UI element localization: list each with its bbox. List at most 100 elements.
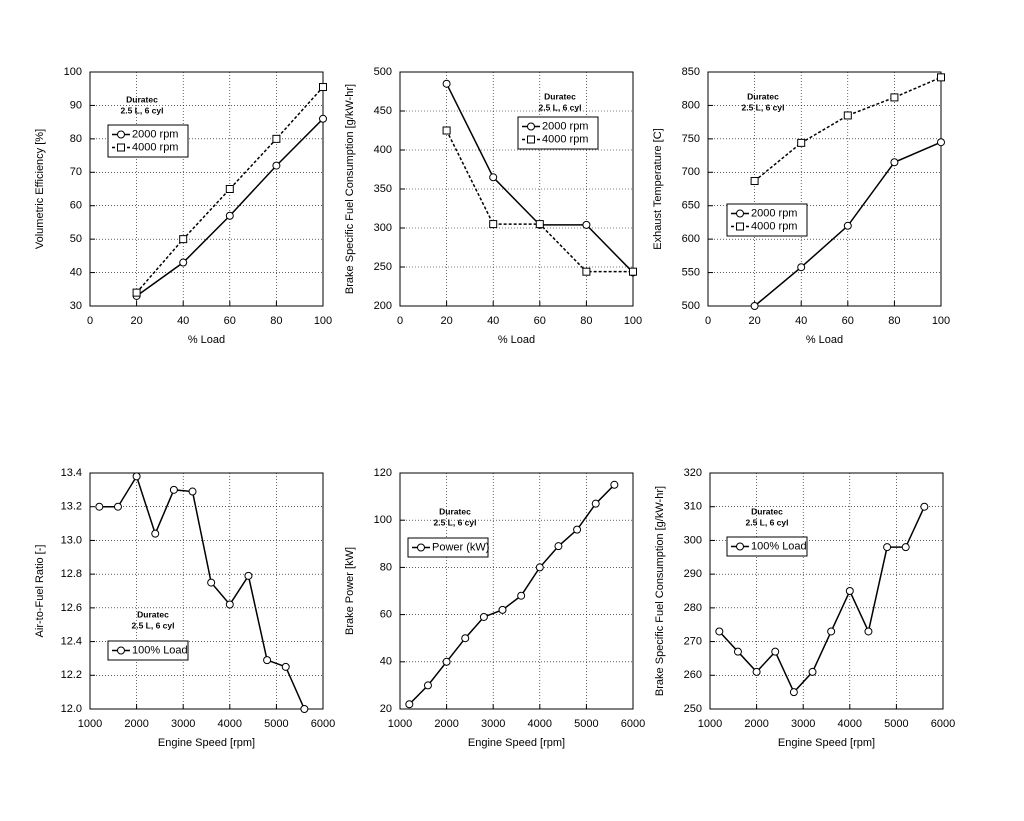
legend-label: 4000 rpm xyxy=(751,220,797,232)
marker xyxy=(117,130,125,139)
x-tick-label: 60 xyxy=(842,315,854,327)
marker xyxy=(890,158,899,167)
x-axis-label: % Load xyxy=(188,334,225,346)
x-tick-label: 6000 xyxy=(931,718,955,730)
x-tick-label: 5000 xyxy=(884,718,908,730)
legend-box xyxy=(726,203,808,237)
plot-frame xyxy=(709,472,944,710)
y-tick-label: 800 xyxy=(682,99,700,111)
marker xyxy=(319,83,327,92)
marker xyxy=(808,667,817,676)
y-tick-label: 60 xyxy=(70,200,82,212)
marker xyxy=(281,662,290,671)
marker xyxy=(736,209,744,218)
x-tick-label: 5000 xyxy=(574,718,598,730)
y-tick-label: 90 xyxy=(70,99,82,111)
y-axis-label: Volumetric Efficiency [%] xyxy=(34,129,46,249)
chart: 1000 2000 3000 4000 5000 6000 250 260 270 280 290 3… xyxy=(654,467,955,749)
series-line xyxy=(718,506,926,694)
marker xyxy=(300,705,309,713)
y-tick-label: 120 xyxy=(374,467,392,479)
marker xyxy=(423,681,432,690)
y-tick-label: 20 xyxy=(380,703,392,715)
x-tick-label: 4000 xyxy=(528,718,552,730)
x-tick-label: 100 xyxy=(624,315,642,327)
marker xyxy=(405,700,414,709)
marker xyxy=(117,143,125,152)
marker xyxy=(272,134,281,143)
marker xyxy=(752,667,761,676)
y-tick-label: 500 xyxy=(682,300,700,312)
y-axis-label: Brake Power [kW] xyxy=(344,547,356,635)
plot-frame xyxy=(89,71,324,307)
annotation: Duratec xyxy=(439,506,471,516)
chart: 0 20 40 60 80 100 500 550 600 650 700 750 800 850 % Lo… xyxy=(652,66,950,346)
x-tick-label: 40 xyxy=(177,315,189,327)
x-tick-label: 0 xyxy=(705,315,711,327)
plot-frame xyxy=(399,71,634,307)
y-tick-label: 80 xyxy=(380,561,392,573)
marker xyxy=(750,176,759,185)
x-tick-label: 4000 xyxy=(838,718,862,730)
x-axis-label: Engine Speed [rpm] xyxy=(158,737,255,749)
annotation: Duratec xyxy=(137,609,169,619)
x-tick-label: 3000 xyxy=(171,718,195,730)
y-tick-label: 60 xyxy=(380,609,392,621)
marker xyxy=(843,111,852,120)
marker xyxy=(169,485,178,494)
y-tick-label: 12.6 xyxy=(61,602,82,614)
marker xyxy=(845,587,854,595)
y-tick-label: 100 xyxy=(374,514,392,526)
y-tick-label: 310 xyxy=(684,501,702,513)
y-tick-label: 270 xyxy=(684,635,702,647)
y-tick-label: 300 xyxy=(684,534,702,546)
marker xyxy=(920,502,929,511)
y-tick-label: 70 xyxy=(70,166,82,178)
marker xyxy=(582,220,591,229)
marker xyxy=(573,525,582,534)
legend-label: 4000 rpm xyxy=(542,133,588,145)
y-tick-label: 550 xyxy=(682,266,700,278)
y-tick-label: 600 xyxy=(682,233,700,245)
y-tick-label: 450 xyxy=(374,105,392,117)
x-tick-label: 2000 xyxy=(124,718,148,730)
series-line xyxy=(136,86,324,294)
x-tick-label: 80 xyxy=(270,315,282,327)
x-tick-label: 1000 xyxy=(388,718,412,730)
legend-label: 2000 rpm xyxy=(542,120,588,132)
marker xyxy=(937,73,945,82)
marker xyxy=(715,627,724,636)
marker xyxy=(498,605,507,614)
marker xyxy=(442,79,451,88)
marker xyxy=(179,258,188,267)
annotation: 2.5 L, 6 cyl xyxy=(746,517,789,527)
x-tick-label: 80 xyxy=(888,315,900,327)
marker xyxy=(179,235,188,244)
marker xyxy=(95,502,104,511)
marker xyxy=(629,267,637,276)
annotation: 2.5 L, 6 cyl xyxy=(121,105,164,115)
x-axis-label: Engine Speed [rpm] xyxy=(778,737,875,749)
y-axis-label: Air-to-Fuel Ratio [-] xyxy=(34,545,46,638)
marker xyxy=(113,502,122,511)
annotation: 2.5 L, 6 cyl xyxy=(132,620,175,630)
marker xyxy=(489,173,498,182)
y-tick-label: 400 xyxy=(374,144,392,156)
y-axis-label: Exhaust Temperature [C] xyxy=(652,128,664,249)
marker xyxy=(843,221,852,230)
legend-box xyxy=(726,536,808,557)
x-tick-label: 1000 xyxy=(78,718,102,730)
marker xyxy=(582,267,591,276)
marker xyxy=(864,627,873,636)
y-tick-label: 50 xyxy=(70,233,82,245)
x-axis-label: Engine Speed [rpm] xyxy=(468,737,565,749)
x-tick-label: 3000 xyxy=(481,718,505,730)
marker xyxy=(132,472,141,481)
y-tick-label: 260 xyxy=(684,669,702,681)
marker xyxy=(319,114,327,123)
marker xyxy=(117,646,125,655)
x-tick-label: 2000 xyxy=(744,718,768,730)
marker xyxy=(244,571,253,580)
marker xyxy=(827,627,836,636)
annotation: 2.5 L, 6 cyl xyxy=(539,102,582,112)
